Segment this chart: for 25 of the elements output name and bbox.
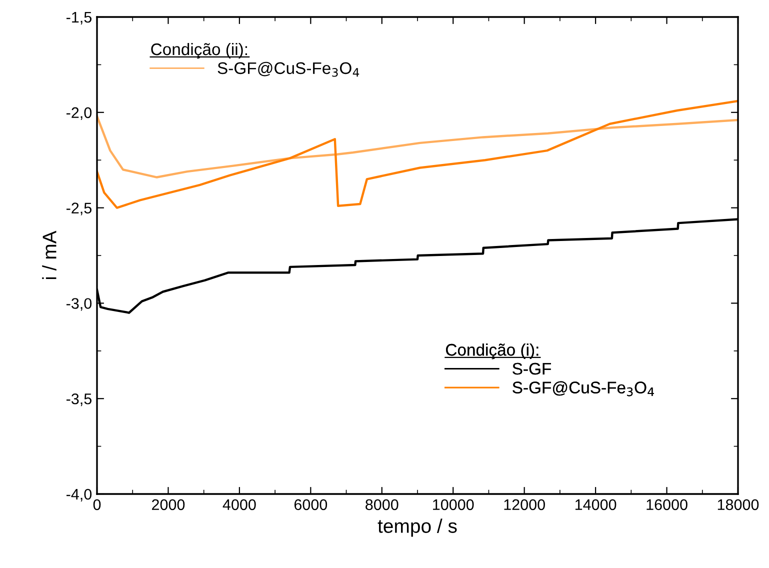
line-series bbox=[97, 100, 738, 209]
y-tick-label: -2,0 bbox=[66, 107, 92, 120]
legend-label: S-GF@CuS-Fe$_{3}$O$_{4}$ bbox=[218, 62, 360, 77]
x-axis-title: tempo / s bbox=[378, 518, 457, 537]
x-tick-label: 6000 bbox=[294, 499, 328, 510]
x-tick-label: 12000 bbox=[504, 499, 545, 510]
x-tick-label: 2000 bbox=[152, 499, 185, 510]
text: Condição (i): bbox=[446, 343, 538, 360]
x-tick-label: 8000 bbox=[366, 499, 398, 510]
x-tick-label: 10000 bbox=[433, 499, 474, 510]
x-tick-label: 16000 bbox=[646, 499, 688, 510]
text: Condição (ii): bbox=[151, 42, 247, 59]
x-tick-label: 0 bbox=[93, 499, 101, 510]
x-tick-label: 18000 bbox=[718, 499, 759, 510]
y-tick-label: -3,5 bbox=[66, 393, 92, 406]
legend-label: S-GF bbox=[512, 362, 551, 375]
y-tick-label: -3,0 bbox=[66, 298, 92, 311]
x-tick-label: 14000 bbox=[575, 499, 616, 510]
line-series bbox=[97, 115, 738, 178]
y-tick-label: -2,5 bbox=[66, 202, 92, 216]
y-tick-label: -4,0 bbox=[66, 488, 92, 502]
y-axis-title: i / mA bbox=[42, 230, 56, 280]
legend-label: S-GF@CuS-Fe$_{3}$O$_{4}$ bbox=[512, 381, 654, 396]
y-tick-label: -1,5 bbox=[66, 12, 92, 24]
x-tick-label: 4000 bbox=[222, 499, 256, 510]
